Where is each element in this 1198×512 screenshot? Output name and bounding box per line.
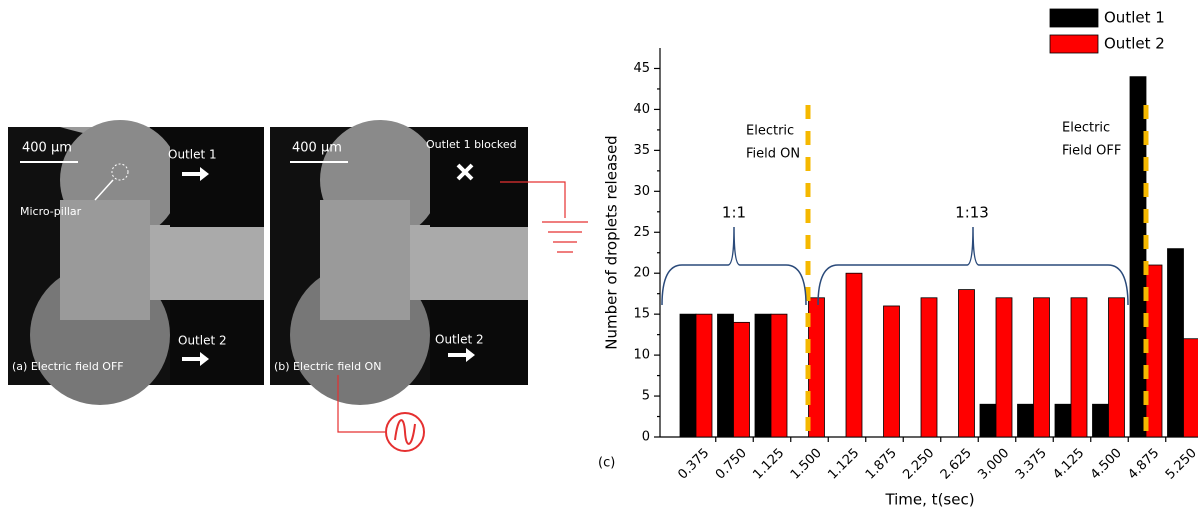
x-tick-label: 3.000 [975,446,1012,483]
bar [883,305,900,438]
x-tick-label: 1.125 [750,446,787,483]
panel-b: 400 µm Outlet 1 blocked Outlet 2 (b) Ele… [270,120,528,405]
x-tick-label: 4.500 [1088,446,1125,483]
x-tick-label: 1.875 [863,446,900,483]
x-tick-label: 0.750 [713,446,750,483]
x-tick-label: 5.250 [1163,446,1198,483]
y-tick-label: 30 [633,184,650,199]
bar [979,403,997,438]
bar [1017,403,1034,438]
bar [754,313,772,438]
bar [1108,297,1125,438]
bar [1129,76,1147,438]
annotation: Electric [746,124,794,139]
x-tick-label: 0.375 [675,446,712,483]
legend-swatch [1049,34,1099,54]
bar [695,313,713,438]
bar [1054,403,1072,438]
x-tick-label: 2.625 [938,446,975,483]
panel-caption: (b) Electric field ON [274,360,381,373]
bar [920,297,938,438]
y-tick-label: 5 [642,389,650,404]
y-axis-label: Number of droplets released [603,135,621,349]
scale-label: 400 µm [22,141,72,156]
brace [661,226,807,306]
bar [733,321,750,438]
panel-label: (c) [598,456,615,471]
bar [995,297,1013,438]
bar [1033,297,1050,438]
outlet-label: Outlet 2 [178,334,227,348]
annotation: Field OFF [1062,144,1121,159]
panel-caption: (a) Electric field OFF [12,360,124,373]
x-tick-label: 2.250 [900,446,937,483]
bar [1070,297,1088,438]
bar [679,313,697,438]
x-tick-label: 4.875 [1125,446,1162,483]
legend-swatch [1049,8,1099,28]
bar [1167,248,1184,438]
bar [1183,338,1198,438]
x-axis-label: Time, t(sec) [884,491,974,509]
x-tick-label: 1.500 [788,446,825,483]
annotation: Electric [1062,121,1110,136]
brace [817,226,1129,306]
annotation: 1:13 [955,204,989,222]
circuit [337,181,588,452]
y-tick-label: 25 [633,225,650,240]
bar [717,313,734,438]
x-tick-label: 1.125 [825,446,862,483]
bar [808,297,825,438]
y-tick-label: 15 [633,307,650,322]
y-tick-label: 45 [633,61,650,76]
outlet-label: Outlet 1 blocked [426,138,517,151]
y-tick-label: 35 [633,143,650,158]
pillar-label: Micro-pillar [20,205,82,218]
panel-a: 400 µm Outlet 1 Micro-pillar Outlet 2 (a… [8,120,264,405]
legend-label: Outlet 2 [1104,35,1165,53]
bar [845,272,863,438]
bar [958,289,975,438]
x-tick-label: 3.375 [1013,446,1050,483]
y-tick-label: 20 [633,266,650,281]
y-tick-label: 10 [633,348,650,363]
legend-label: Outlet 1 [1104,9,1165,27]
x-tick-label: 4.125 [1050,446,1087,483]
y-tick-label: 0 [642,430,650,445]
y-tick-label: 40 [633,102,650,117]
annotation: 1:1 [722,204,746,222]
bar [1092,403,1109,438]
scale-label: 400 µm [292,141,342,156]
outlet-label: Outlet 1 [168,148,217,162]
annotation: Field ON [746,147,800,162]
outlet-label: Outlet 2 [435,333,484,347]
bar [770,313,788,438]
